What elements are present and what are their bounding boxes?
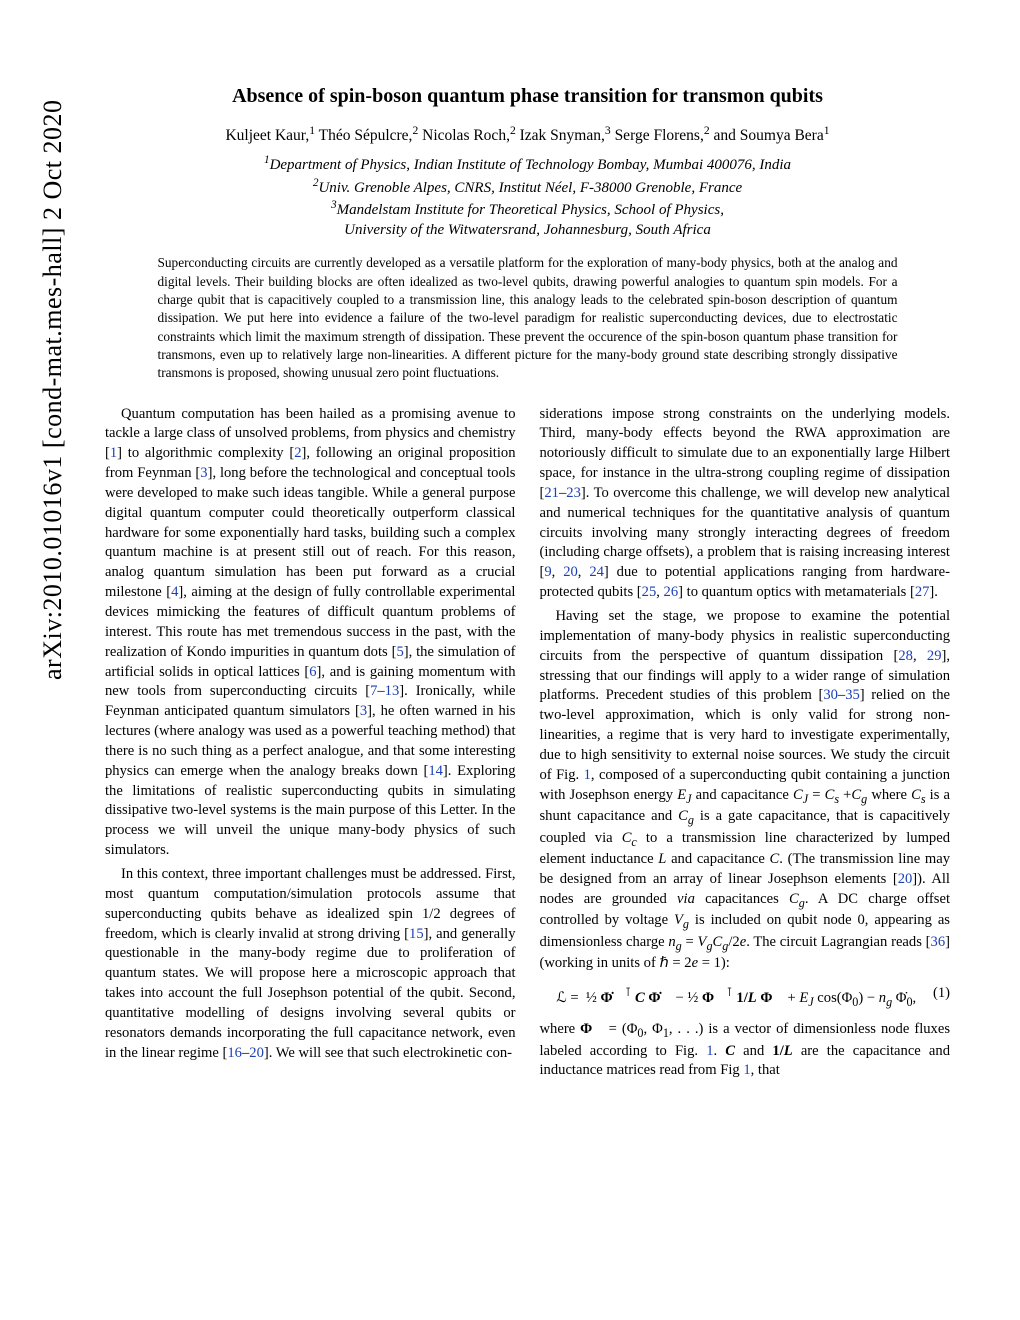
author-list: Kuljeet Kaur,1 Théo Sépulcre,2 Nicolas R… <box>105 124 950 145</box>
body-paragraph: Having set the stage, we propose to exam… <box>540 607 951 974</box>
body-columns: Quantum computation has been hailed as a… <box>105 405 950 1086</box>
affiliation-3a: 3Mandelstam Institute for Theoretical Ph… <box>105 198 950 221</box>
equation-1: ℒ = ½ Φ̇⃗ ⊺ C Φ̇⃗ − ½ Φ⃗ ⊺ 1/L Φ⃗ + EJ c… <box>540 984 951 1010</box>
affiliations: 1Department of Physics, Indian Institute… <box>105 153 950 240</box>
body-paragraph: Quantum computation has been hailed as a… <box>105 405 516 861</box>
arxiv-stamp: arXiv:2010.01016v1 [cond-mat.mes-hall] 2… <box>38 100 68 681</box>
body-paragraph: In this context, three important challen… <box>105 865 516 1063</box>
affiliation-3b: University of the Witwatersrand, Johanne… <box>105 221 950 241</box>
affiliation-1: 1Department of Physics, Indian Institute… <box>105 153 950 176</box>
equation-number: (1) <box>933 984 950 1004</box>
paper-page: Absence of spin-boson quantum phase tran… <box>105 0 950 1085</box>
abstract: Superconducting circuits are currently d… <box>158 254 898 382</box>
equation-body: ℒ = ½ Φ̇⃗ ⊺ C Φ̇⃗ − ½ Φ⃗ ⊺ 1/L Φ⃗ + EJ c… <box>556 990 916 1006</box>
column-right: siderations impose strong constraints on… <box>540 405 951 1086</box>
affiliation-2: 2Univ. Grenoble Alpes, CNRS, Institut Né… <box>105 176 950 199</box>
paper-title: Absence of spin-boson quantum phase tran… <box>105 85 950 108</box>
body-paragraph: siderations impose strong constraints on… <box>540 405 951 603</box>
column-left: Quantum computation has been hailed as a… <box>105 405 516 1086</box>
body-paragraph: where Φ⃗ = (Φ0, Φ1, . . .) is a vector o… <box>540 1020 951 1081</box>
